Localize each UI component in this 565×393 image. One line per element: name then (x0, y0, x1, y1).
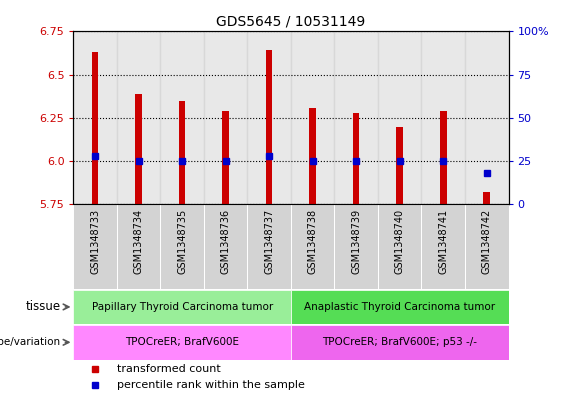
Bar (73, 290, 291, 324)
Bar (421, 31, 465, 204)
Text: GSM1348735: GSM1348735 (177, 209, 187, 274)
Text: tissue: tissue (25, 300, 60, 314)
Bar (378, 204, 421, 289)
Text: Anaplastic Thyroid Carcinoma tumor: Anaplastic Thyroid Carcinoma tumor (304, 302, 496, 312)
Bar (117, 31, 160, 204)
Text: GSM1348738: GSM1348738 (308, 209, 318, 274)
Bar (421, 204, 465, 289)
Text: GSM1348741: GSM1348741 (438, 209, 448, 274)
Bar (160, 204, 204, 289)
Bar (266, 50, 272, 204)
Bar (291, 31, 334, 204)
Text: genotype/variation: genotype/variation (0, 337, 60, 347)
Text: percentile rank within the sample: percentile rank within the sample (117, 380, 305, 390)
Bar (310, 108, 316, 204)
Bar (92, 52, 98, 204)
Text: GSM1348734: GSM1348734 (134, 209, 144, 274)
Text: Papillary Thyroid Carcinoma tumor: Papillary Thyroid Carcinoma tumor (92, 302, 273, 312)
Text: TPOCreER; BrafV600E: TPOCreER; BrafV600E (125, 337, 239, 347)
Bar (353, 113, 359, 204)
Bar (484, 192, 490, 204)
Bar (204, 31, 247, 204)
Bar (247, 31, 291, 204)
Text: GSM1348733: GSM1348733 (90, 209, 100, 274)
Bar (117, 204, 160, 289)
Bar (73, 204, 117, 289)
Text: GSM1348737: GSM1348737 (264, 209, 274, 274)
Bar (223, 111, 229, 204)
Title: GDS5645 / 10531149: GDS5645 / 10531149 (216, 15, 366, 29)
Text: GSM1348742: GSM1348742 (482, 209, 492, 274)
Bar (334, 31, 378, 204)
Bar (204, 204, 247, 289)
Text: GSM1348740: GSM1348740 (395, 209, 405, 274)
Bar (247, 204, 291, 289)
Bar (465, 31, 508, 204)
Bar (73, 31, 117, 204)
Bar (179, 101, 185, 204)
Bar (291, 325, 508, 360)
Bar (334, 204, 378, 289)
Text: GSM1348739: GSM1348739 (351, 209, 361, 274)
Text: TPOCreER; BrafV600E; p53 -/-: TPOCreER; BrafV600E; p53 -/- (322, 337, 477, 347)
Bar (291, 204, 334, 289)
Bar (465, 204, 508, 289)
Bar (136, 94, 142, 204)
Bar (397, 127, 403, 204)
Text: GSM1348736: GSM1348736 (221, 209, 231, 274)
Bar (440, 111, 446, 204)
Bar (291, 290, 508, 324)
Bar (73, 325, 291, 360)
Bar (378, 31, 421, 204)
Bar (160, 31, 204, 204)
Text: transformed count: transformed count (117, 364, 221, 374)
